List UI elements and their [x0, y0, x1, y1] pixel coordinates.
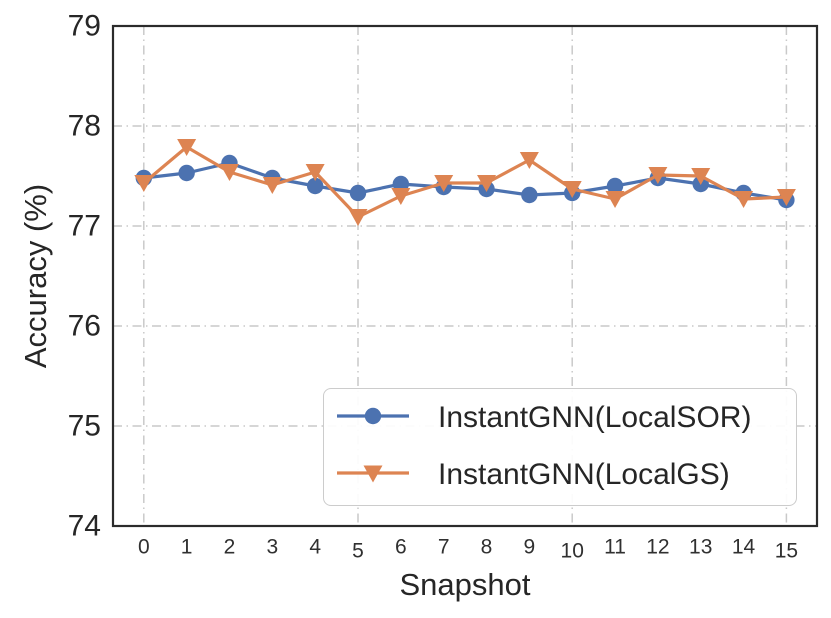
- x-tick-label: 4: [309, 536, 321, 559]
- data-point-circle: [349, 184, 367, 202]
- series-line: [142, 145, 787, 219]
- data-point-triangle: [134, 175, 154, 192]
- legend-item-localsor: InstantGNN(LocalSOR): [337, 401, 751, 435]
- data-point-triangle: [305, 164, 325, 181]
- x-tick-label: 11: [604, 536, 626, 559]
- data-point-triangle: [391, 188, 411, 205]
- legend-item-localgs: InstantGNN(LocalGS): [337, 458, 730, 492]
- x-tick-label: 7: [438, 536, 450, 559]
- x-tick-label: 15: [775, 540, 798, 563]
- line-triangle-sample-icon: [337, 465, 409, 482]
- x-tick-label: 8: [481, 536, 493, 559]
- y-tick-label: 78: [68, 110, 101, 143]
- y-tick-label: 77: [68, 210, 101, 243]
- y-tick-label: 79: [68, 10, 101, 43]
- line-circle-sample-icon: [337, 407, 409, 424]
- x-tick-label: 10: [561, 540, 584, 563]
- x-tick-label: 3: [266, 536, 278, 559]
- data-point-triangle: [177, 139, 197, 156]
- data-point-triangle: [734, 191, 754, 208]
- data-point-triangle: [562, 181, 582, 198]
- data-point-triangle: [477, 175, 497, 192]
- legend: InstantGNN(LocalSOR) InstantGNN(LocalGS): [323, 388, 797, 506]
- x-tick-label: 14: [732, 536, 756, 559]
- data-point-triangle: [648, 167, 668, 184]
- data-point-triangle: [519, 152, 539, 169]
- series-line: [143, 161, 787, 202]
- x-tick-label: 9: [524, 536, 536, 559]
- data-point-triangle: [262, 177, 282, 194]
- data-point-triangle: [605, 191, 625, 208]
- x-tick-label: 5: [352, 540, 364, 563]
- x-tick-label: 0: [138, 536, 150, 559]
- legend-label: InstantGNN(LocalGS): [438, 458, 730, 491]
- legend-label: InstantGNN(LocalSOR): [438, 401, 752, 434]
- data-point-circle: [306, 177, 324, 195]
- data-point-triangle: [348, 209, 368, 226]
- x-tick-label: 13: [689, 536, 712, 559]
- x-axis-label: Snapshot: [399, 567, 531, 602]
- y-tick-label: 74: [68, 510, 101, 543]
- data-point-triangle: [434, 175, 454, 192]
- data-point-triangle: [219, 164, 239, 181]
- y-axis-label: Accuracy (%): [18, 183, 53, 369]
- series-localgs: [134, 139, 796, 226]
- data-point-triangle: [691, 168, 711, 185]
- axes-frame: [111, 24, 819, 528]
- legend-sample-circle-marker: [337, 399, 409, 438]
- data-point-circle: [606, 177, 624, 195]
- data-point-circle: [178, 164, 195, 182]
- legend-sample-triangle-marker: [337, 456, 409, 495]
- data-point-circle: [521, 186, 538, 204]
- x-tick-label: 12: [646, 536, 669, 559]
- y-tick-label: 76: [68, 310, 101, 343]
- x-tick-label: 2: [224, 536, 236, 559]
- x-tick-label: 1: [181, 536, 193, 559]
- x-tick-label: 6: [395, 536, 407, 559]
- data-point-triangle: [776, 189, 796, 206]
- y-tick-label: 75: [68, 410, 101, 443]
